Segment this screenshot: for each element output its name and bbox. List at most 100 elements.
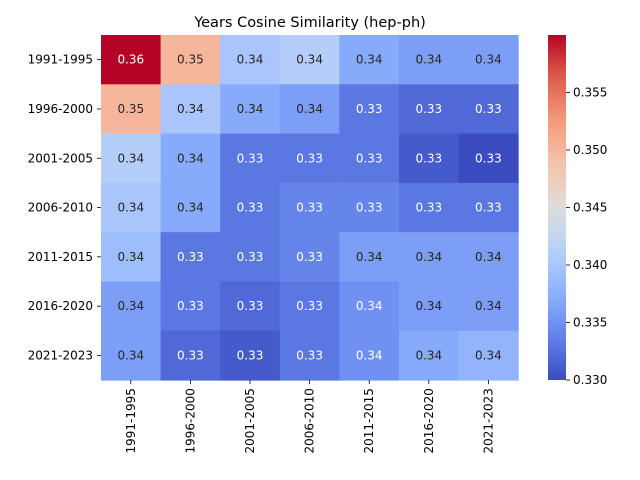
row-tick-label: 2011-2015 (28, 250, 93, 264)
heatmap-cell (339, 232, 400, 282)
column-tick-label: 2006-2010 (303, 388, 317, 453)
heatmap-cell (160, 330, 221, 381)
heatmap-cell (399, 35, 460, 85)
heatmap-cell (160, 35, 221, 85)
cell-value-label: 0.34 (177, 201, 204, 215)
heatmap-cell (339, 133, 400, 184)
row-tick-labels: 1991-1995 1996-2000 2001-2005 2006-2010 2011… (28, 53, 101, 362)
heatmap-cell (101, 182, 162, 233)
cell-value-label: 0.34 (356, 53, 383, 67)
heatmap-cell (399, 330, 460, 381)
cell-value-label: 0.34 (237, 53, 264, 67)
cell-value-label: 0.34 (177, 151, 204, 165)
cell-value-label: 0.34 (177, 102, 204, 116)
heatmap-cell (160, 232, 221, 282)
heatmap-cell (399, 84, 460, 135)
cell-value-label: 0.33 (177, 250, 204, 264)
heatmap-cell (220, 182, 281, 233)
cell-value-label: 0.33 (237, 250, 264, 264)
cell-value-label: 0.33 (356, 151, 383, 165)
colorbar-tick-label: 0.345 (573, 201, 607, 215)
cell-value-label: 0.36 (117, 53, 144, 67)
cell-value-label: 0.33 (356, 102, 383, 116)
row-tick-label: 1996-2000 (28, 102, 93, 116)
cell-value-label: 0.33 (296, 348, 323, 362)
heatmap-cell (101, 84, 162, 135)
colorbar-tick-label: 0.355 (573, 86, 607, 100)
heatmap-cell (399, 232, 460, 282)
cell-value-label: 0.35 (117, 102, 144, 116)
cell-value-label: 0.33 (237, 201, 264, 215)
cell-value-label: 0.33 (237, 299, 264, 313)
heatmap-cells: 0.36 0.35 0.34 0.34 0.34 0.34 0.34 0.35 0.34 0.34… (101, 35, 519, 381)
cell-value-label: 0.34 (117, 250, 144, 264)
heatmap-cell (458, 35, 519, 85)
cell-value-label: 0.34 (296, 102, 323, 116)
cell-value-label: 0.33 (237, 348, 264, 362)
cell-value-label: 0.34 (356, 299, 383, 313)
column-tick-labels: 1991-1995 1996-2000 2001-2005 2006-2010 2011… (124, 380, 495, 454)
column-tick-label: 1991-1995 (124, 388, 138, 453)
heatmap-cell (101, 232, 162, 282)
cell-value-label: 0.34 (296, 53, 323, 67)
cell-value-label: 0.34 (475, 348, 502, 362)
cell-value-label: 0.34 (117, 201, 144, 215)
heatmap-cell (339, 330, 400, 381)
cell-value-label: 0.34 (117, 151, 144, 165)
cell-value-label: 0.34 (415, 250, 442, 264)
colorbar-tick-label: 0.335 (573, 316, 607, 330)
heatmap-cell (279, 133, 340, 184)
column-tick-label: 2001-2005 (243, 388, 257, 453)
heatmap-cell (458, 232, 519, 282)
cell-value-label: 0.33 (296, 299, 323, 313)
column-tick-label: 1996-2000 (183, 388, 197, 453)
heatmap-cell (160, 133, 221, 184)
cell-value-label: 0.33 (296, 151, 323, 165)
heatmap-cell (458, 133, 519, 184)
heatmap-cell (160, 84, 221, 135)
heatmap-cell (279, 35, 340, 85)
cell-value-label: 0.34 (117, 299, 144, 313)
cell-value-label: 0.34 (475, 53, 502, 67)
cell-value-label: 0.33 (177, 348, 204, 362)
heatmap-cell (458, 330, 519, 381)
heatmap-cell (160, 182, 221, 233)
heatmap-cell (160, 281, 221, 332)
cell-value-label: 0.33 (296, 201, 323, 215)
cell-value-label: 0.33 (415, 151, 442, 165)
heatmap-cell (339, 182, 400, 233)
heatmap-cell (101, 330, 162, 381)
heatmap-cell (279, 84, 340, 135)
heatmap-cell (220, 35, 281, 85)
column-tick-label: 2021-2023 (481, 388, 495, 453)
chart-title: Years Cosine Similarity (hep-ph) (193, 15, 426, 31)
row-tick-label: 2016-2020 (28, 299, 93, 313)
heatmap-cell (220, 330, 281, 381)
heatmap-cell (220, 133, 281, 184)
cell-value-label: 0.33 (415, 102, 442, 116)
cell-value-label: 0.35 (177, 53, 204, 67)
cell-value-label: 0.34 (237, 102, 264, 116)
heatmap-cell (279, 232, 340, 282)
cell-value-label: 0.34 (117, 348, 144, 362)
heatmap-cell (458, 182, 519, 233)
row-tick-label: 1991-1995 (28, 53, 93, 67)
row-tick-label: 2001-2005 (28, 151, 93, 165)
heatmap-cell (101, 35, 162, 85)
heatmap-cell (279, 182, 340, 233)
cell-value-label: 0.33 (475, 151, 502, 165)
heatmap-cell (458, 281, 519, 332)
heatmap-cell (220, 232, 281, 282)
cell-value-label: 0.33 (475, 102, 502, 116)
colorbar-tick-label: 0.340 (573, 258, 607, 272)
heatmap-cell (101, 281, 162, 332)
colorbar-tick-label: 0.350 (573, 143, 607, 157)
cell-value-label: 0.33 (475, 201, 502, 215)
cell-value-label: 0.34 (415, 53, 442, 67)
cell-value-label: 0.34 (356, 348, 383, 362)
cell-value-label: 0.34 (356, 250, 383, 264)
colorbar: 0.330 0.335 0.340 0.345 0.350 0.355 (548, 35, 607, 387)
cell-value-label: 0.34 (475, 299, 502, 313)
cell-value-label: 0.34 (475, 250, 502, 264)
